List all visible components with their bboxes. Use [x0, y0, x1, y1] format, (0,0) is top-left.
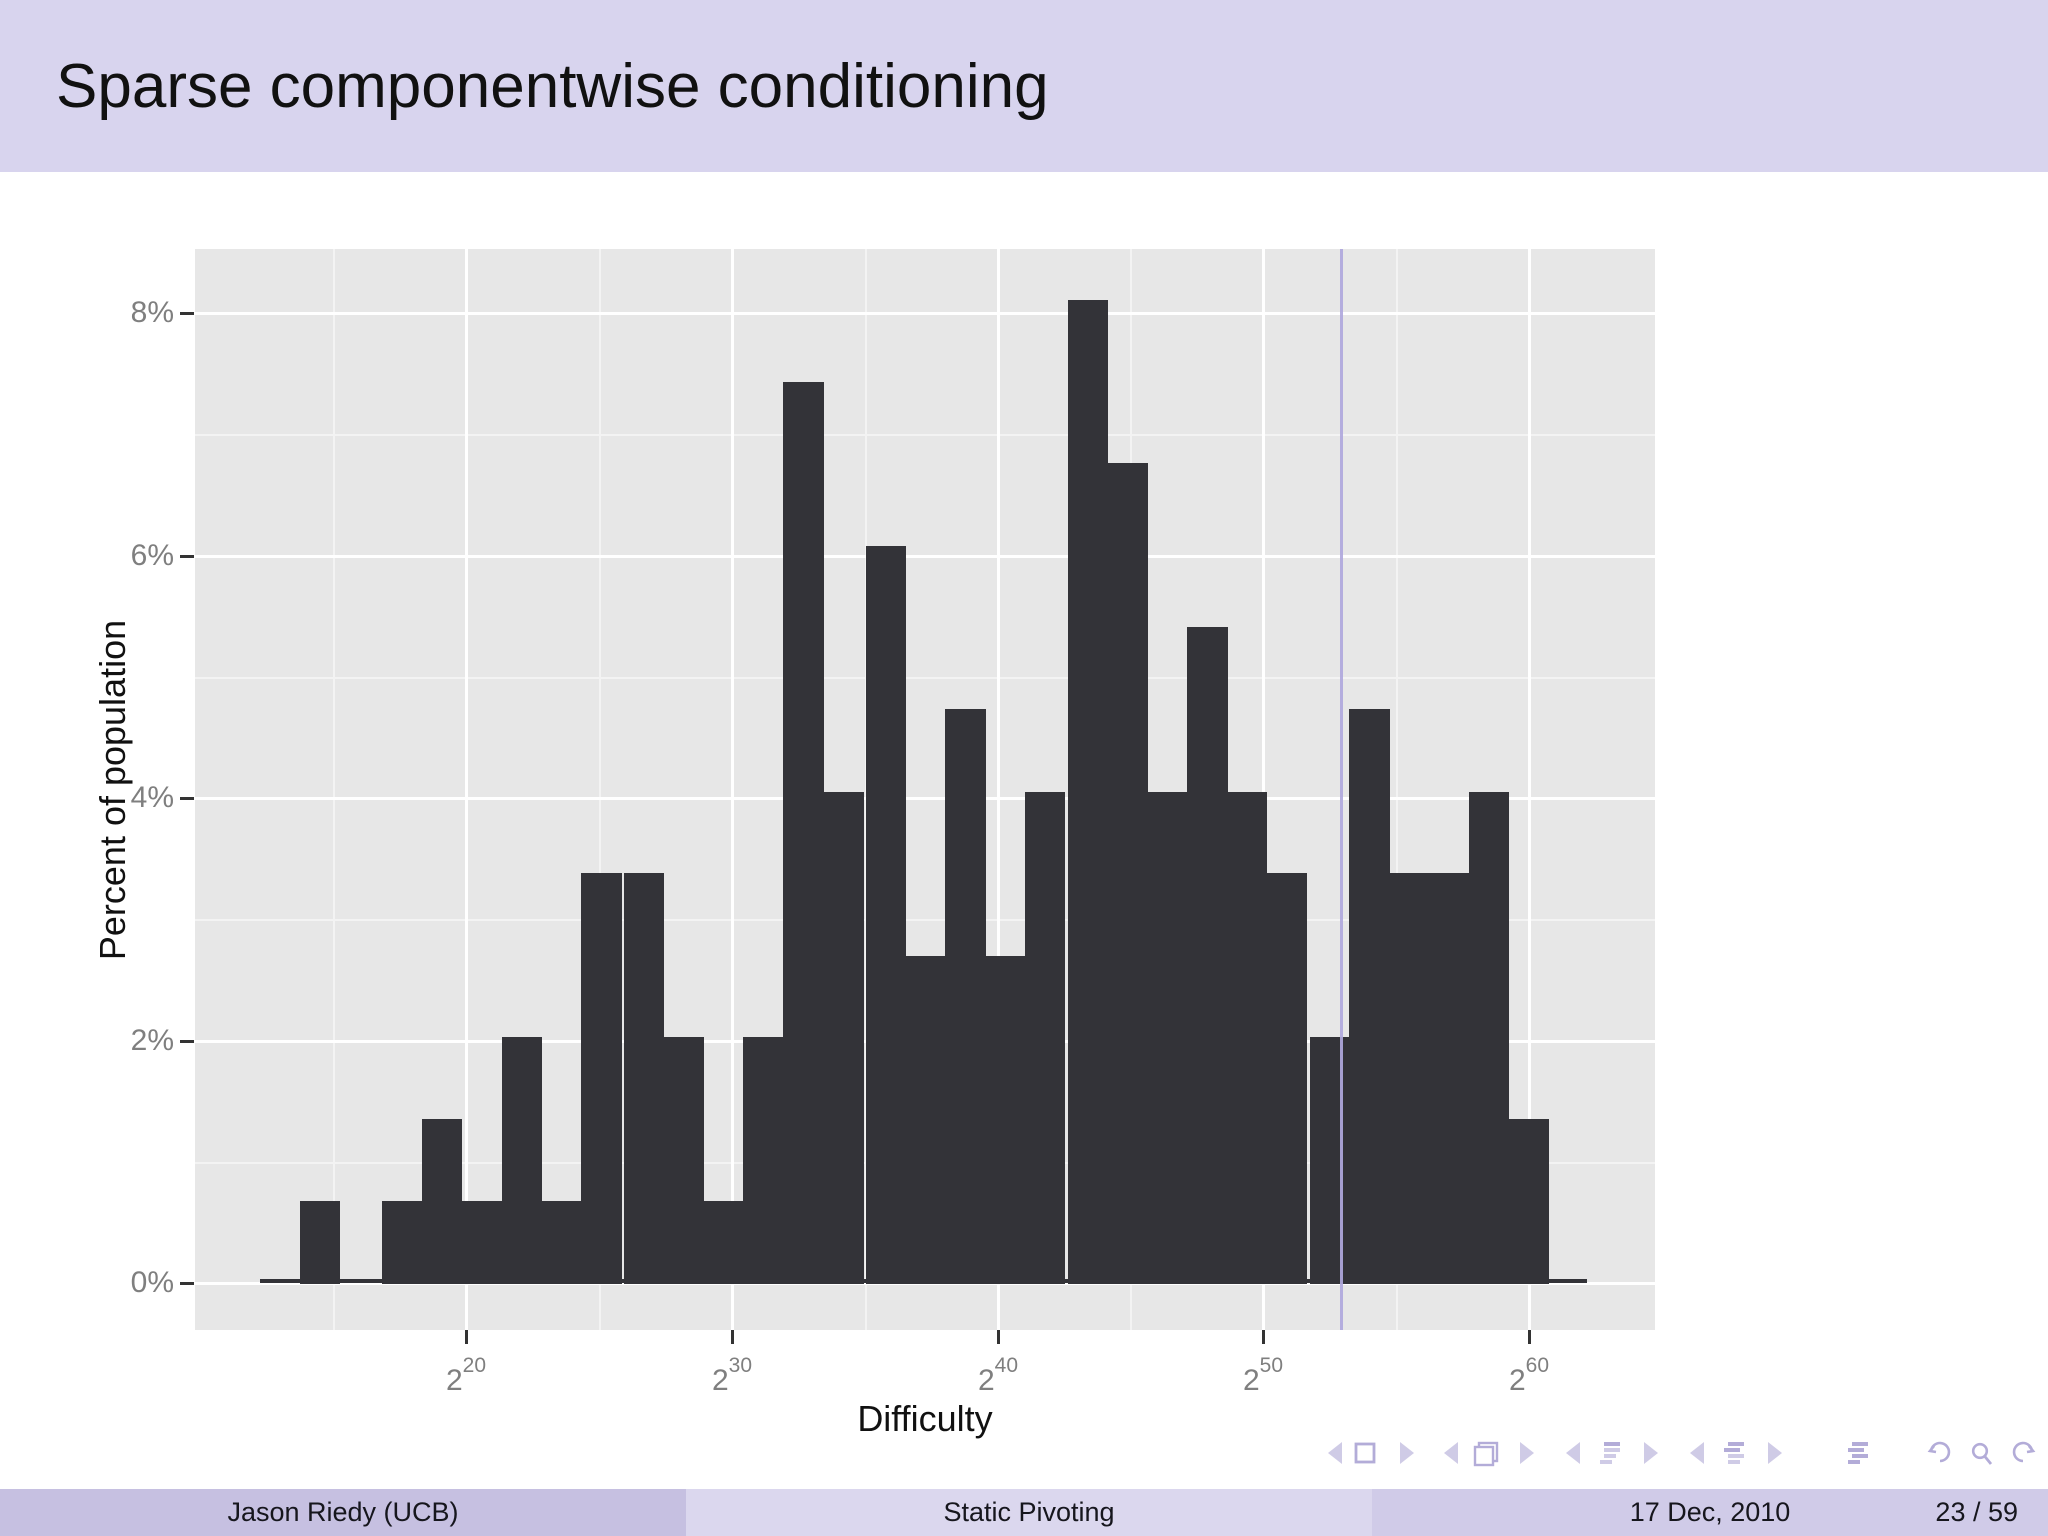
y-axis-tick [180, 555, 194, 558]
histogram-bar [664, 1037, 704, 1284]
frames-icon[interactable] [1470, 1440, 1500, 1473]
histogram-bar [985, 956, 1026, 1284]
histogram-bar [945, 709, 986, 1284]
x-axis-tick [731, 1330, 734, 1344]
y-axis-tick-label: 0% [130, 1266, 174, 1299]
slide-title-bar: Sparse componentwise conditioning [0, 0, 2048, 172]
histogram-bar [1147, 792, 1188, 1284]
slide-title: Sparse componentwise conditioning [56, 51, 1049, 121]
y-axis-tick-label: 4% [130, 781, 174, 814]
subsection-outline-icon[interactable] [1598, 1440, 1624, 1471]
x-axis-tick [1528, 1330, 1531, 1344]
slide-icon[interactable] [1352, 1440, 1378, 1471]
histogram-bar [1389, 873, 1430, 1284]
next-subsection-icon[interactable] [1640, 1440, 1662, 1471]
redo-history-icon[interactable] [2008, 1440, 2038, 1473]
histogram-bar [1025, 792, 1065, 1284]
x-axis-tick-label: 260 [1508, 1354, 1550, 1397]
histogram-bar [906, 956, 946, 1284]
y-axis-tick-label: 2% [130, 1024, 174, 1057]
histogram-bar [542, 1201, 582, 1284]
footer-talk-title-cell: Static Pivoting [686, 1489, 1372, 1536]
x-major-gridline [465, 249, 468, 1330]
footer-date: 17 Dec, 2010 [1629, 1497, 1791, 1527]
x-axis-tick-label: 230 [711, 1354, 753, 1397]
histogram-bar [1429, 873, 1469, 1284]
histogram-bar [1349, 709, 1390, 1284]
histogram-bar [502, 1037, 542, 1284]
y-minor-gridline [195, 919, 1655, 921]
y-axis-tick [180, 312, 194, 315]
histogram-bar [1469, 792, 1509, 1284]
next-frame-icon[interactable] [1516, 1440, 1538, 1471]
footer-author-cell: Jason Riedy (UCB) [0, 1489, 686, 1536]
y-axis-tick [180, 797, 194, 800]
histogram-bar [783, 382, 824, 1284]
x-major-gridline [1528, 249, 1531, 1330]
footer-bar: Jason Riedy (UCB) Static Pivoting 17 Dec… [0, 1489, 2048, 1536]
histogram-bar [866, 546, 906, 1284]
x-major-gridline [731, 249, 734, 1330]
undo-history-icon[interactable] [1925, 1440, 1955, 1473]
x-axis-tick [465, 1330, 468, 1344]
histogram-bar [462, 1201, 502, 1284]
footer-page-number: 23 / 59 [1935, 1497, 2018, 1527]
footer-author: Jason Riedy (UCB) [227, 1497, 459, 1527]
prev-section-icon[interactable] [1686, 1440, 1708, 1471]
x-minor-gridline [1396, 249, 1398, 1330]
histogram-bar [382, 1201, 422, 1284]
x-major-gridline [997, 249, 1000, 1330]
x-major-gridline [1262, 249, 1265, 1330]
beamer-nav-bar [0, 1436, 2048, 1480]
histogram-bar [1187, 627, 1228, 1284]
x-axis-tick-label: 250 [1242, 1354, 1284, 1397]
y-axis-tick [180, 1282, 194, 1285]
histogram-bar [743, 1037, 784, 1284]
next-section-icon[interactable] [1764, 1440, 1786, 1471]
x-minor-gridline [333, 249, 335, 1330]
prev-frame-icon[interactable] [1440, 1440, 1462, 1471]
histogram-bar [581, 873, 622, 1284]
next-slide-icon[interactable] [1396, 1440, 1418, 1471]
x-axis-tick-label: 220 [445, 1354, 487, 1397]
y-axis-tick [180, 1040, 194, 1043]
y-major-gridline [195, 555, 1655, 558]
histogram-bar [823, 792, 864, 1284]
y-major-gridline [195, 797, 1655, 800]
y-major-gridline [195, 312, 1655, 315]
section-outline-icon[interactable] [1722, 1440, 1748, 1471]
reference-vline-2pow53 [1340, 249, 1343, 1330]
histogram-bar [1227, 792, 1267, 1284]
footer-talk-title: Static Pivoting [943, 1497, 1115, 1527]
footer-date-page-cell: 17 Dec, 2010 23 / 59 [1372, 1489, 2048, 1536]
x-axis-title: Difficulty [857, 1398, 993, 1439]
histogram-bar [300, 1201, 340, 1284]
histogram-bar [1108, 463, 1148, 1284]
difficulty-histogram-chart: Difficulty Percent of population 0% 2% 4% 6… [0, 172, 2048, 1452]
histogram-bar [1068, 300, 1108, 1284]
x-axis-tick-label: 240 [977, 1354, 1019, 1397]
histogram-bar [1267, 873, 1307, 1284]
y-axis-tick-label: 6% [130, 539, 174, 572]
x-axis-tick [997, 1330, 1000, 1344]
histogram-bar [1310, 1037, 1350, 1284]
prev-slide-icon[interactable] [1324, 1440, 1346, 1471]
histogram-bar [1509, 1119, 1549, 1284]
x-minor-gridline [599, 249, 601, 1330]
search-icon[interactable] [1968, 1440, 1996, 1473]
prev-subsection-icon[interactable] [1562, 1440, 1584, 1471]
histogram-bar [704, 1201, 744, 1284]
histogram-bar [422, 1119, 462, 1284]
document-outline-icon[interactable] [1846, 1440, 1872, 1471]
histogram-bar [624, 873, 664, 1284]
x-axis-tick [1262, 1330, 1265, 1344]
y-minor-gridline [195, 677, 1655, 679]
y-axis-tick-label: 8% [130, 296, 174, 329]
y-minor-gridline [195, 434, 1655, 436]
